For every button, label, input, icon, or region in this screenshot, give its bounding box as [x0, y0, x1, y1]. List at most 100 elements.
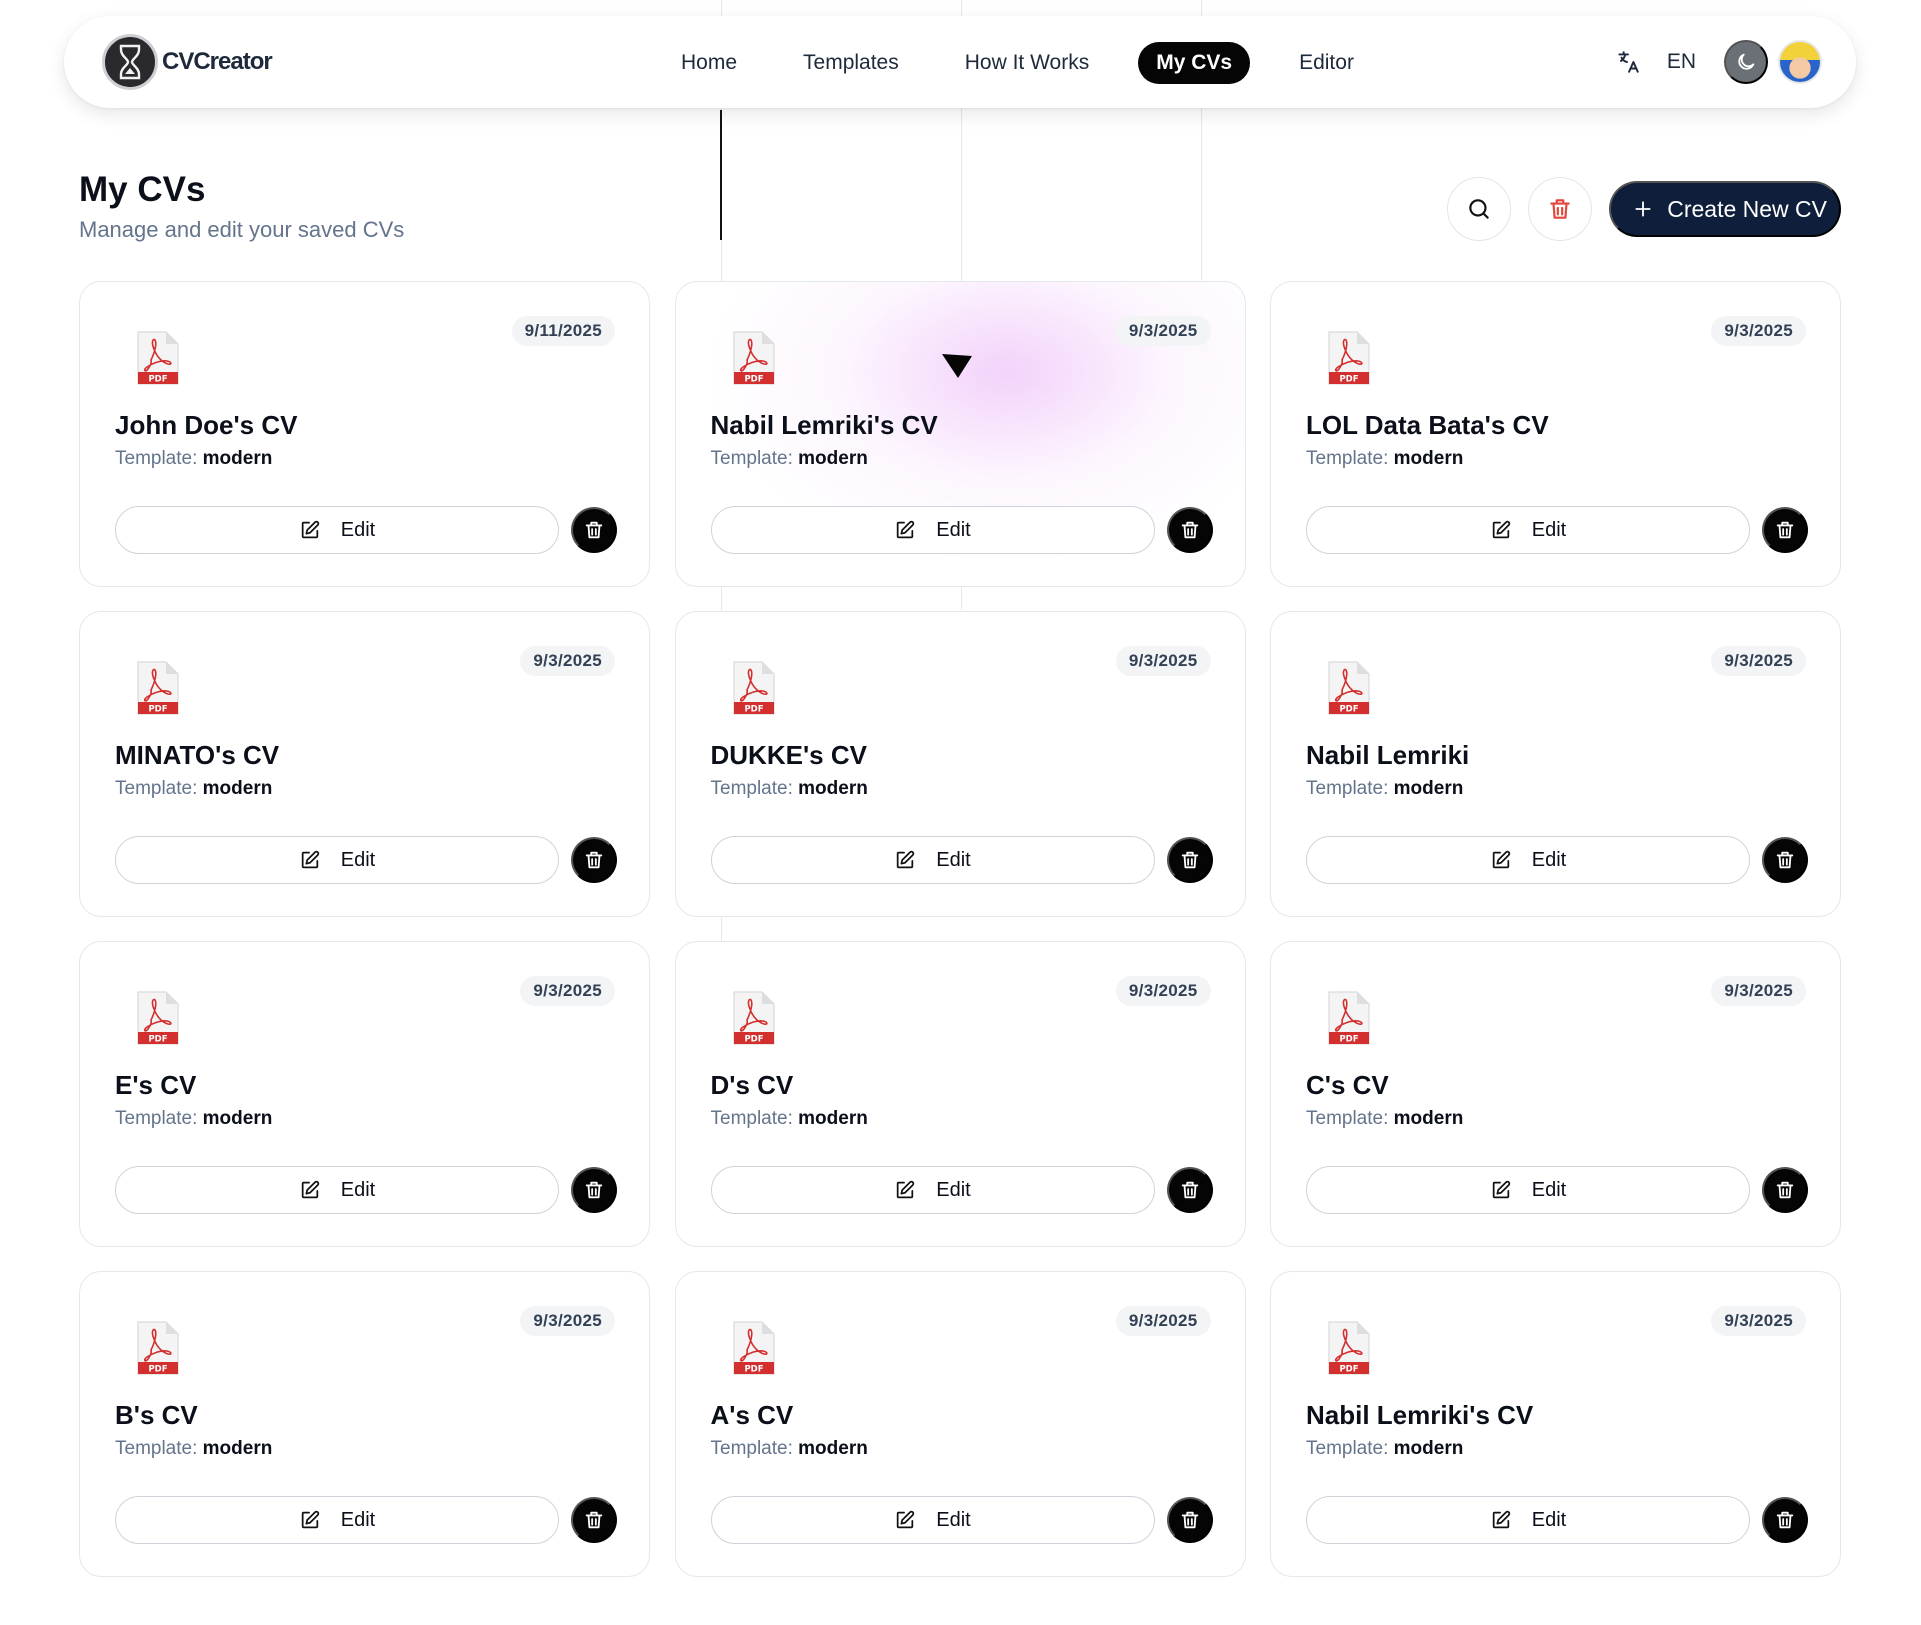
svg-text:PDF: PDF — [744, 705, 763, 715]
cv-card[interactable]: PDF 9/11/2025 John Doe's CV Template: mo… — [79, 281, 650, 587]
edit-cv-button[interactable]: Edit — [710, 506, 1155, 554]
edit-cv-button[interactable]: Edit — [115, 836, 559, 884]
cv-title: DUKKE's CV — [710, 740, 867, 770]
pdf-file-icon: PDF — [732, 661, 775, 715]
edit-cv-button[interactable]: Edit — [115, 1496, 559, 1544]
language-selector[interactable]: EN — [1666, 50, 1696, 73]
cv-card[interactable]: PDF 9/3/2025 DUKKE's CV Template: modern… — [674, 611, 1246, 917]
nav-how-it-works[interactable]: How It Works — [964, 51, 1090, 74]
svg-text:PDF: PDF — [744, 1365, 763, 1375]
date-badge: 9/3/2025 — [1711, 1306, 1806, 1336]
delete-cv-button[interactable] — [571, 1497, 617, 1543]
cv-template-info: Template: modern — [1306, 1108, 1463, 1130]
template-name: modern — [202, 448, 273, 469]
trash-icon — [1181, 1181, 1198, 1199]
cv-title: D's CV — [710, 1070, 794, 1100]
cv-card[interactable]: PDF 9/3/2025 Nabil Lemriki's CV Template… — [674, 281, 1246, 587]
trash-icon — [1550, 199, 1570, 219]
template-label: Template: — [1306, 778, 1389, 799]
cv-card[interactable]: PDF 9/3/2025 E's CV Template: modern Edi… — [79, 941, 650, 1247]
translate-icon[interactable] — [1613, 47, 1643, 77]
edit-icon — [301, 1510, 319, 1529]
date-badge: 9/11/2025 — [511, 316, 615, 346]
edit-cv-button[interactable]: Edit — [115, 1166, 559, 1214]
template-name: modern — [1393, 778, 1464, 799]
trash-icon — [585, 1181, 603, 1199]
delete-cv-button[interactable] — [1762, 1167, 1808, 1213]
edit-cv-button[interactable]: Edit — [710, 1496, 1155, 1544]
edit-cv-button[interactable]: Edit — [1306, 1166, 1750, 1214]
template-name: modern — [1393, 1438, 1464, 1459]
brand-name: CVCreator — [162, 48, 273, 75]
pdf-file-icon: PDF — [1328, 661, 1370, 715]
delete-cv-button[interactable] — [571, 1167, 617, 1213]
delete-all-button[interactable] — [1528, 177, 1593, 241]
edit-label: Edit — [340, 848, 376, 871]
edit-icon — [301, 520, 319, 539]
template-name: modern — [202, 1438, 273, 1459]
cv-card[interactable]: PDF 9/3/2025 C's CV Template: modern Edi… — [1270, 941, 1841, 1247]
delete-cv-button[interactable] — [1762, 837, 1808, 883]
nav-home[interactable]: Home — [681, 51, 738, 74]
cv-grid: PDF 9/11/2025 John Doe's CV Template: mo… — [79, 281, 1841, 1577]
delete-cv-button[interactable] — [1166, 1497, 1213, 1543]
edit-icon — [897, 520, 915, 539]
template-name: modern — [1393, 448, 1464, 469]
nav-editor[interactable]: Editor — [1299, 51, 1354, 74]
delete-cv-button[interactable] — [1166, 1167, 1213, 1213]
theme-toggle-button[interactable] — [1724, 40, 1768, 84]
cv-card[interactable]: PDF 9/3/2025 Nabil Lemriki Template: mod… — [1270, 611, 1841, 917]
nav-right-controls: EN — [1613, 38, 1822, 86]
edit-cv-button[interactable]: Edit — [1306, 506, 1750, 554]
delete-cv-button[interactable] — [1166, 837, 1213, 883]
cv-template-info: Template: modern — [711, 1438, 868, 1460]
edit-cv-button[interactable]: Edit — [710, 836, 1155, 884]
edit-cv-button[interactable]: Edit — [710, 1166, 1155, 1214]
mouse-cursor-icon — [942, 354, 972, 378]
cv-card[interactable]: PDF 9/3/2025 A's CV Template: modern Edi… — [674, 1271, 1246, 1577]
cv-card[interactable]: PDF 9/3/2025 LOL Data Bata's CV Template… — [1270, 281, 1841, 587]
edit-cv-button[interactable]: Edit — [1306, 1496, 1750, 1544]
edit-cv-button[interactable]: Edit — [1306, 836, 1750, 884]
date-badge: 9/3/2025 — [1115, 1306, 1211, 1336]
brand[interactable]: CVCreator — [102, 34, 273, 90]
svg-text:PDF: PDF — [744, 375, 763, 385]
page-subtitle: Manage and edit your saved CVs — [79, 217, 405, 242]
trash-icon — [1181, 1511, 1198, 1529]
svg-text:PDF: PDF — [744, 1035, 763, 1045]
user-avatar[interactable] — [1778, 40, 1822, 84]
template-label: Template: — [115, 778, 198, 799]
edit-icon — [897, 1180, 915, 1199]
date-badge: 9/3/2025 — [1115, 646, 1211, 676]
edit-icon — [1492, 520, 1510, 539]
cv-title: MINATO's CV — [115, 740, 280, 770]
cv-card[interactable]: PDF 9/3/2025 Nabil Lemriki's CV Template… — [1270, 1271, 1841, 1577]
edit-label: Edit — [340, 1178, 376, 1201]
cv-template-info: Template: modern — [1306, 448, 1463, 470]
nav-my-cvs[interactable]: My CVs — [1138, 42, 1251, 84]
pdf-file-icon: PDF — [1328, 991, 1370, 1045]
cv-template-info: Template: modern — [711, 778, 868, 800]
delete-cv-button[interactable] — [1762, 507, 1808, 553]
delete-cv-button[interactable] — [571, 507, 617, 553]
delete-cv-button[interactable] — [1166, 507, 1213, 553]
edit-cv-button[interactable]: Edit — [115, 506, 559, 554]
cv-card[interactable]: PDF 9/3/2025 D's CV Template: modern Edi… — [674, 941, 1246, 1247]
cv-template-info: Template: modern — [1306, 1438, 1463, 1460]
date-badge: 9/3/2025 — [1115, 316, 1211, 346]
create-new-cv-button[interactable]: Create New CV — [1609, 181, 1841, 237]
delete-cv-button[interactable] — [1762, 1497, 1808, 1543]
edit-icon — [301, 850, 319, 869]
delete-cv-button[interactable] — [571, 837, 617, 883]
nav-templates[interactable]: Templates — [803, 51, 899, 74]
cv-card[interactable]: PDF 9/3/2025 MINATO's CV Template: moder… — [79, 611, 650, 917]
cv-card[interactable]: PDF 9/3/2025 B's CV Template: modern Edi… — [79, 1271, 650, 1577]
trash-icon — [1776, 1511, 1794, 1529]
template-name: modern — [798, 1108, 868, 1129]
cv-template-info: Template: modern — [711, 448, 868, 470]
header-actions: Create New CV — [1447, 177, 1841, 241]
template-label: Template: — [115, 1438, 198, 1459]
search-button[interactable] — [1447, 177, 1512, 241]
cv-title: John Doe's CV — [115, 410, 298, 440]
svg-text:PDF: PDF — [1339, 705, 1358, 715]
